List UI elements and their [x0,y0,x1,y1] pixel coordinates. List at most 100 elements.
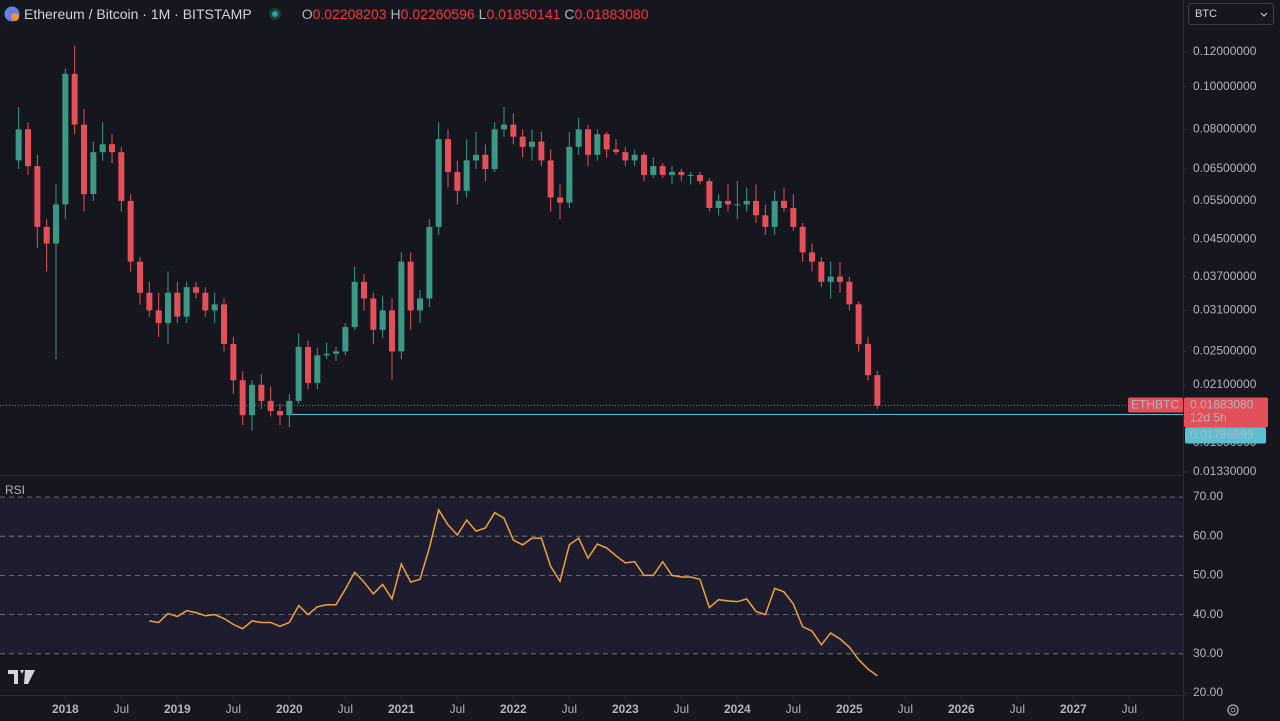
candle-body [454,171,461,191]
candle-body [697,174,703,182]
y-tick-label: 0.04500000 [1193,231,1257,245]
candle-body [837,276,843,282]
candle-body [323,353,330,356]
y-tick-label: 0.02100000 [1193,377,1257,391]
x-tick-label: 2020 [276,702,303,716]
candle-body [398,261,405,352]
x-tick-label: 2023 [612,702,639,716]
rsi-band [0,496,1183,654]
candle-body [342,327,349,352]
candle-body [463,160,470,191]
candle-body [473,154,479,161]
candle-body [127,200,134,262]
candle-body [435,139,442,227]
x-tick-label: Jul [1122,702,1137,716]
x-tick-label: 2019 [164,702,191,716]
candle-body [34,166,41,227]
symbol-tag-bg [1128,397,1183,413]
y-tick-label: 0.03700000 [1193,269,1257,283]
candle-body [809,252,815,262]
candle-body [641,154,647,175]
candle-body [146,292,153,311]
candle-body [762,215,769,227]
x-tick-label: Jul [674,702,689,716]
candle-body [370,298,377,330]
y-tick-label: 0.10000000 [1193,79,1257,93]
candle-body [389,310,395,352]
candle-body [734,204,741,206]
y-tick-label: 0.05500000 [1193,193,1257,207]
candle-body [687,174,694,176]
rsi-tick-label: 40.00 [1193,607,1223,621]
candle-body [799,226,806,253]
currency-label: BTC [1195,8,1217,20]
currency-select[interactable]: BTC [1188,3,1274,25]
candle-body [865,343,871,376]
candle-body [529,141,535,147]
last-price-label: 0.01883080 [1190,398,1254,412]
candle-body [827,276,834,282]
candle-body [71,73,78,125]
ohlc-value: 0.02208203 [312,6,387,22]
x-tick-label: 2027 [1060,702,1087,716]
candle-body [426,226,433,299]
candle-body [482,154,489,169]
candle-body [221,304,227,344]
ohlc-key: O [301,6,313,22]
candle-body [725,200,731,205]
candle-body [753,200,759,216]
y-tick-label: 0.01330000 [1193,464,1257,478]
ohlc-value: 0.01850141 [486,6,561,22]
candle-body [333,351,339,354]
candle-body [286,400,293,416]
candle-body [15,129,22,161]
candle-body [202,292,209,311]
candle-body [351,281,358,328]
x-tick-label: Jul [114,702,129,716]
candle-body [510,124,517,137]
y-tick-label: 0.12000000 [1193,44,1257,58]
candle-body [566,146,573,203]
candle-body [211,304,218,311]
candle-body [781,200,787,208]
ohlc-values: O0.02208203 H0.02260596 L0.01850141 C0.0188… [298,6,649,22]
candle-body [25,129,31,167]
rsi-line [149,508,878,677]
candle-body [547,160,554,198]
candle-body [183,287,190,317]
x-tick-label: 2025 [836,702,863,716]
candle-body [501,124,507,130]
candle-body [155,310,162,324]
ohlc-key: C [564,6,575,22]
level-tag-bg [1185,427,1266,444]
candle-body [790,207,797,227]
candle-body [230,343,237,381]
settings-icon[interactable] [1227,704,1239,716]
symbol-tag: ETHBTC [1131,398,1179,412]
candle-body [277,411,283,416]
rsi-title: RSI [5,483,25,497]
rsi-tick-label: 30.00 [1193,646,1223,660]
candle-body [575,129,582,147]
x-tick-label: Jul [786,702,801,716]
candle-body [585,129,591,155]
candle-body [706,181,713,208]
candle-body [109,144,115,153]
candle-body [631,154,638,161]
candle-body [62,73,69,205]
candle-body [715,200,722,208]
level-label: 0.01796999 [1190,428,1254,442]
candle-body [417,298,423,311]
candle-body [174,292,181,317]
rsi-tick-label: 70.00 [1193,489,1223,503]
candle-body [379,310,386,330]
x-tick-label: Jul [450,702,465,716]
rsi-tick-label: 20.00 [1193,685,1223,699]
candle-body [669,171,675,175]
x-tick-label: 2021 [388,702,415,716]
x-tick-label: Jul [338,702,353,716]
symbol-title: Ethereum / Bitcoin · 1M · BITSTAMP [24,6,252,22]
candle-body [314,355,321,383]
candle-body [659,166,666,175]
